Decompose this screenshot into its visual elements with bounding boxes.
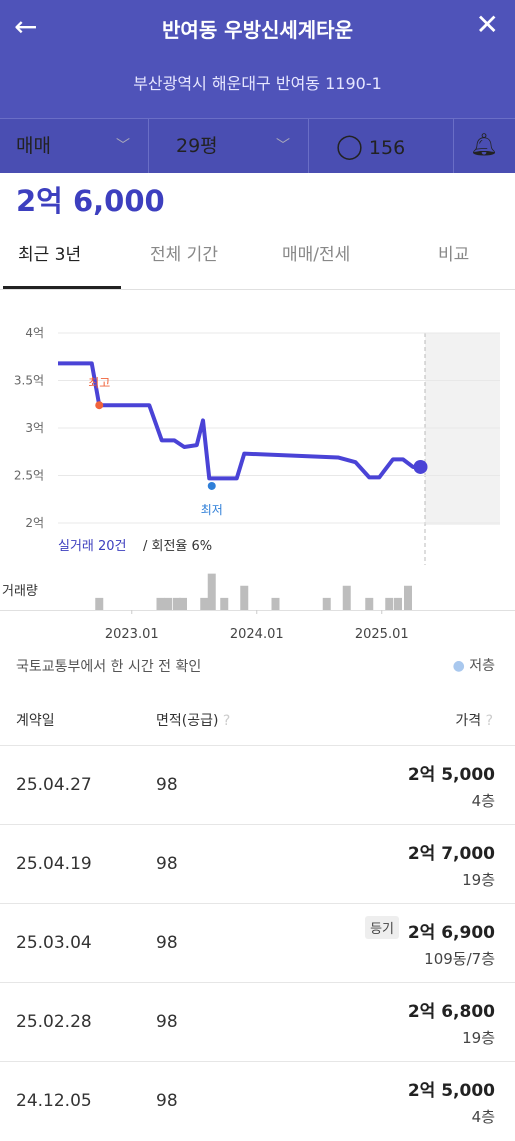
table-row[interactable]: 25.02.28 98 2억 6,800 19층 xyxy=(0,982,515,1062)
volume-label: 거래량 xyxy=(2,584,38,599)
floor: 4층 xyxy=(471,1108,495,1126)
badge: 등기 xyxy=(365,916,399,939)
volume-bar xyxy=(220,597,229,610)
alarm[interactable]: 🔔︎ xyxy=(470,133,498,158)
divider xyxy=(0,610,515,611)
date: 25.04.27 xyxy=(16,775,92,795)
price-line xyxy=(58,361,421,481)
back-button[interactable]: ← xyxy=(14,10,38,43)
turnover: / 회전율 6% xyxy=(143,539,212,554)
volume-bar xyxy=(240,585,249,610)
close-button[interactable]: ✕ xyxy=(475,8,499,41)
area: 98 xyxy=(156,933,178,953)
volume-bar xyxy=(342,585,351,610)
volume-bar xyxy=(322,597,331,610)
current-point xyxy=(413,459,428,474)
trade-filter[interactable]: 매매 ﹀ xyxy=(0,119,149,173)
area: 98 xyxy=(156,854,178,874)
volume-bar xyxy=(172,597,181,610)
date: 25.03.04 xyxy=(16,933,92,953)
size: 29평 xyxy=(176,135,218,157)
date: 25.02.28 xyxy=(16,1012,92,1032)
tab[interactable]: 매매/전세 xyxy=(282,245,351,265)
tab-underline xyxy=(3,286,121,289)
tab[interactable]: 최근 3년 xyxy=(18,245,82,265)
title: 반여동 우방신세계타운 xyxy=(162,18,353,42)
price: 2억 7,000 xyxy=(407,844,495,864)
divider xyxy=(0,289,515,290)
table-row[interactable]: 25.04.19 98 2억 7,000 19층 xyxy=(0,824,515,904)
y-tick-label: 3.5억 xyxy=(14,374,44,388)
size-filter[interactable]: 29평 ﹀ xyxy=(148,119,309,173)
price: 2억 6,800 xyxy=(407,1002,495,1022)
legend-label: 저층 xyxy=(469,658,495,674)
col-header: 면적(공급) ? xyxy=(156,713,231,729)
floor: 4층 xyxy=(471,792,495,810)
volume-bar xyxy=(164,597,172,610)
col-header: 가격 ? xyxy=(455,713,493,729)
annotation-point xyxy=(207,481,216,490)
area: 98 xyxy=(156,775,178,795)
date: 24.12.05 xyxy=(16,1091,92,1111)
col-header-text: 면적(공급) xyxy=(156,713,219,729)
volume-bar xyxy=(365,597,374,610)
trade-count: 실거래 20건 xyxy=(58,539,127,554)
date: 25.04.19 xyxy=(16,854,92,874)
col-header-text: 가격 xyxy=(455,713,482,729)
annotation-label: 최고 xyxy=(88,376,110,390)
volume-bar xyxy=(404,585,412,610)
volume-bar xyxy=(385,597,394,610)
table-row[interactable]: 25.04.27 98 2억 5,000 4층 xyxy=(0,745,515,825)
annotation-point xyxy=(95,401,104,410)
y-tick-label: 2.5억 xyxy=(14,469,44,483)
col-header: 계약일 xyxy=(16,713,55,729)
x-tick-label: 2025.01 xyxy=(355,627,409,642)
volume-bar xyxy=(95,597,104,610)
address: 부산광역시 해운대구 반여동 1190-1 xyxy=(133,74,382,93)
trade: 매매 xyxy=(16,135,51,157)
x-tick-label: 2023.01 xyxy=(105,627,159,642)
price: 2억 6,000 xyxy=(16,184,165,218)
area: 98 xyxy=(156,1012,178,1032)
price: 2억 5,000 xyxy=(407,765,495,785)
price: 2억 6,900 xyxy=(407,923,495,943)
y-tick-label: 3억 xyxy=(25,421,44,435)
x-tick-label: 2024.01 xyxy=(230,627,284,642)
table-row[interactable]: 25.03.04 98 2억 6,900 109동/7층 등기 xyxy=(0,903,515,983)
volume-bar xyxy=(156,597,165,610)
volume-bar xyxy=(207,573,216,610)
y-tick-label: 2억 xyxy=(25,516,44,530)
tab[interactable]: 전체 기간 xyxy=(150,245,218,265)
comments[interactable]: ◯ 156 xyxy=(308,119,454,173)
volume-bar xyxy=(200,597,209,610)
future-area xyxy=(425,333,500,525)
comment-count: 156 xyxy=(368,137,406,159)
price: 2억 5,000 xyxy=(407,1081,495,1101)
y-tick-label: 4억 xyxy=(25,326,44,340)
floor: 109동/7층 xyxy=(424,950,495,968)
filter-row: 매매 ﹀ 29평 ﹀ ◯ 156 🔔︎ xyxy=(0,118,515,173)
area: 98 xyxy=(156,1091,178,1111)
volume-bar xyxy=(394,597,402,610)
floor: 19층 xyxy=(462,1029,495,1047)
annotation-label: 최저 xyxy=(201,503,223,517)
volume-bar xyxy=(271,597,280,610)
source: 국토교통부에서 한 시간 전 확인 xyxy=(16,659,202,675)
tab[interactable]: 비교 xyxy=(438,245,470,265)
volume-bar xyxy=(179,597,187,610)
floor: 19층 xyxy=(462,871,495,889)
legend: ● 저층 xyxy=(452,658,495,674)
table-row[interactable]: 24.12.05 98 2억 5,000 4층 xyxy=(0,1061,515,1141)
